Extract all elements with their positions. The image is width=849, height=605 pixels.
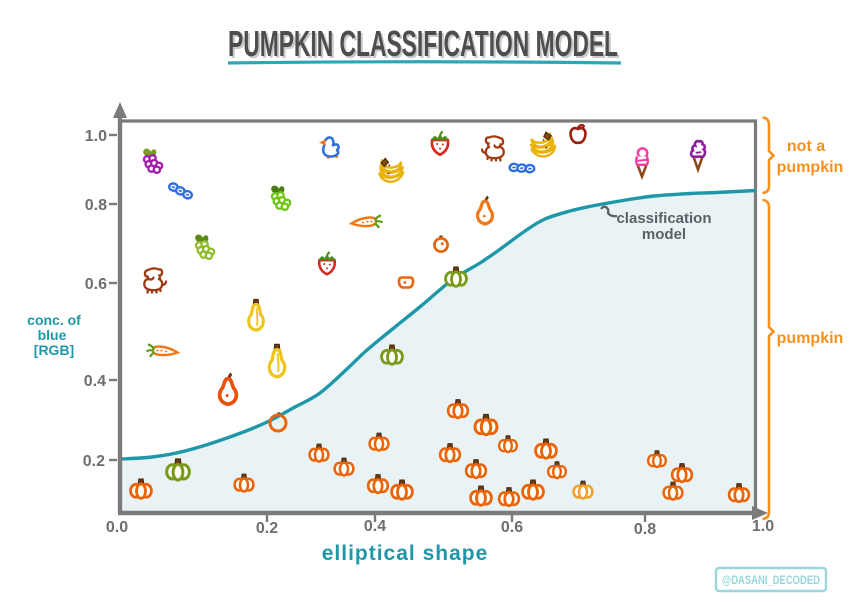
svg-text:1.0: 1.0 — [752, 518, 774, 535]
svg-text:model: model — [642, 226, 686, 243]
svg-text:conc. of: conc. of — [27, 312, 81, 328]
svg-text:0.6: 0.6 — [501, 519, 523, 536]
svg-text:pumpkin: pumpkin — [777, 330, 844, 347]
svg-text:0.8: 0.8 — [85, 197, 107, 214]
svg-text:0.4: 0.4 — [364, 518, 386, 535]
svg-text:@DASANI_DECODED: @DASANI_DECODED — [722, 575, 820, 587]
svg-text:PUMPKIN CLASSIFICATION MODEL: PUMPKIN CLASSIFICATION MODEL — [230, 25, 620, 66]
svg-text:blue: blue — [38, 327, 67, 343]
svg-text:0.6: 0.6 — [85, 276, 107, 293]
svg-text:1.0: 1.0 — [85, 128, 107, 145]
svg-text:classification: classification — [616, 210, 711, 227]
svg-text:0.2: 0.2 — [83, 453, 105, 470]
svg-text:0.2: 0.2 — [256, 520, 278, 537]
svg-text:[RGB]: [RGB] — [34, 342, 74, 358]
svg-text:PUMPKIN CLASSIFICATION MODEL: PUMPKIN CLASSIFICATION MODEL — [228, 23, 618, 64]
svg-text:0.4: 0.4 — [84, 373, 106, 390]
svg-text:0.8: 0.8 — [634, 521, 656, 538]
svg-text:0.0: 0.0 — [106, 519, 128, 536]
svg-text:not a: not a — [787, 138, 825, 155]
svg-text:pumpkin: pumpkin — [777, 159, 844, 176]
svg-text:elliptical shape: elliptical shape — [322, 542, 489, 565]
